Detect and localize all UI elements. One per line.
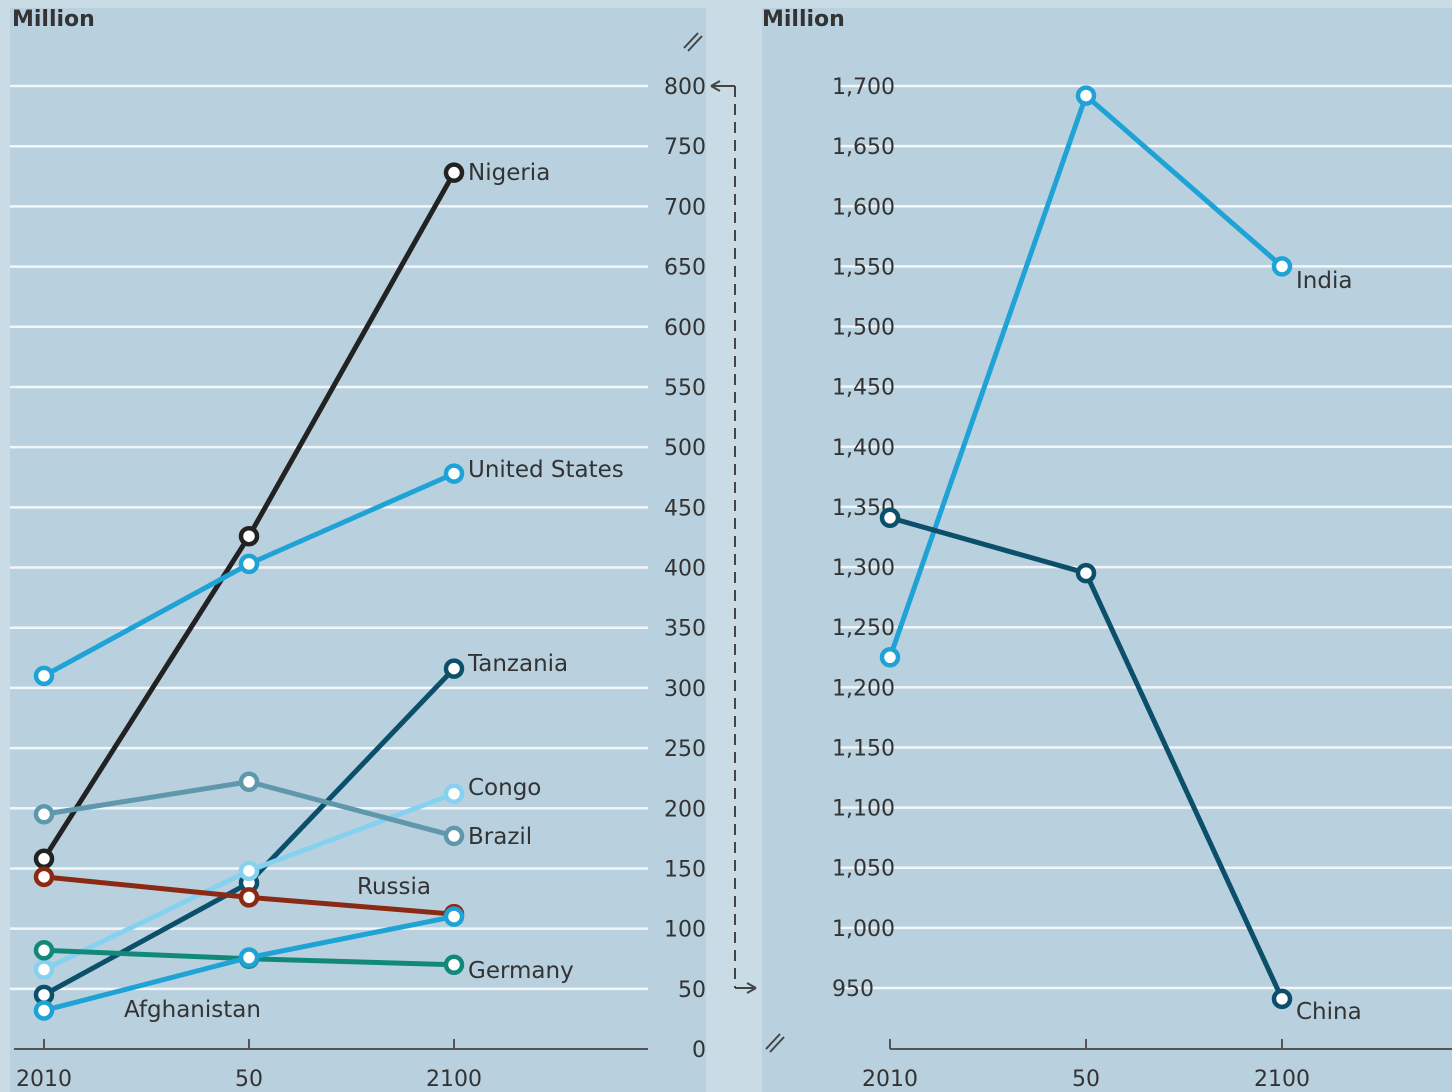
data-point-russia <box>33 866 55 888</box>
right-y-tick-label: 1,200 <box>832 676 895 701</box>
data-point-germany <box>443 954 465 975</box>
series-nigeria: Nigeria <box>33 160 550 870</box>
series-india: India <box>879 85 1352 668</box>
series-united-states: United States <box>33 457 624 687</box>
data-point-nigeria <box>443 162 465 183</box>
data-point-germany <box>33 940 55 961</box>
right-y-tick-label: 1,650 <box>832 135 895 160</box>
left-y-tick-label: 50 <box>678 978 706 1003</box>
series-brazil: Brazil <box>33 771 532 850</box>
right-y-tick-label: 1,400 <box>832 436 895 461</box>
left-y-tick-label: 0 <box>692 1038 706 1063</box>
left-y-tick-labels: 0 50 100 150 200 250 300 350 400 450 500 550 600 650 7… <box>664 75 706 1063</box>
left-unit-label: Million <box>12 7 95 32</box>
right-y-tick-label: 1,500 <box>832 316 895 341</box>
right-y-tick-label: 1,600 <box>832 195 895 220</box>
data-point-congo <box>443 783 465 805</box>
right-plot-background <box>762 8 1452 1092</box>
left-y-tick-label: 550 <box>664 376 706 401</box>
series-label-afghanistan: Afghanistan <box>124 997 261 1023</box>
left-y-tick-label: 300 <box>664 677 706 702</box>
right-x-tick-label: 2100 <box>1254 1067 1310 1092</box>
right-series-layer: India China <box>879 85 1362 1025</box>
series-afghanistan: Afghanistan <box>33 906 465 1023</box>
data-point-nigeria <box>33 848 55 870</box>
series-label-germany: Germany <box>468 958 574 984</box>
right-x-tick-label: 2010 <box>862 1067 918 1092</box>
series-label-tanzania: Tanzania <box>467 651 568 677</box>
data-point-russia <box>238 887 260 908</box>
series-label-united-states: United States <box>468 457 624 483</box>
left-y-tick-label: 100 <box>664 918 706 943</box>
data-point-india <box>1271 256 1293 277</box>
series-china: China <box>879 507 1362 1025</box>
right-y-tick-label: 1,550 <box>832 255 895 280</box>
data-point-india <box>1075 85 1097 106</box>
data-point-congo <box>238 860 260 882</box>
data-point-nigeria <box>238 525 260 547</box>
series-russia: Russia <box>33 866 465 925</box>
left-y-tick-label: 250 <box>664 737 706 762</box>
right-y-tick-label: 950 <box>832 977 874 1002</box>
series-label-china: China <box>1296 999 1362 1025</box>
left-y-tick-label: 600 <box>664 316 706 341</box>
data-point-brazil <box>33 804 55 825</box>
series-label-congo: Congo <box>468 775 541 801</box>
left-y-tick-label: 150 <box>664 857 706 882</box>
data-point-china <box>1271 988 1293 1010</box>
data-point-afghanistan <box>238 947 260 968</box>
data-point-united-states <box>238 553 260 575</box>
data-point-congo <box>33 959 55 980</box>
left-y-tick-label: 800 <box>664 75 706 100</box>
left-series-layer: Nigeria United States Tanzania Congo Brazil R… <box>33 160 624 1023</box>
right-unit-label: Million <box>762 7 845 32</box>
right-y-tick-label: 1,300 <box>832 556 895 581</box>
left-y-tick-label: 200 <box>664 797 706 822</box>
series-label-russia: Russia <box>357 874 431 900</box>
data-point-united-states <box>33 665 55 687</box>
right-x-tick-label: 50 <box>1072 1067 1100 1092</box>
left-plot-background <box>10 8 706 1092</box>
left-x-tick-label: 2100 <box>426 1067 482 1092</box>
left-y-tick-label: 400 <box>664 557 706 582</box>
right-y-tick-label: 1,100 <box>832 797 895 822</box>
right-x-axis: 2010 50 2100 <box>862 1039 1452 1092</box>
right-y-tick-label: 1,050 <box>832 857 895 882</box>
left-y-tick-label: 450 <box>664 496 706 521</box>
axis-break-connector <box>710 80 757 994</box>
left-y-tick-label: 750 <box>664 135 706 160</box>
data-point-china <box>879 507 901 529</box>
data-point-brazil <box>238 771 260 793</box>
left-y-tick-label: 500 <box>664 436 706 461</box>
left-x-axis: 2010 50 2100 <box>14 1039 648 1092</box>
right-y-tick-label: 1,250 <box>832 616 895 641</box>
right-y-tick-label: 1,450 <box>832 376 895 401</box>
axis-break-mark-right <box>765 1033 785 1053</box>
data-point-china <box>1075 562 1097 584</box>
right-y-tick-label: 1,150 <box>832 736 895 761</box>
data-point-afghanistan <box>443 906 465 927</box>
left-y-tick-label: 650 <box>664 256 706 281</box>
right-y-tick-labels: 950 1,000 1,050 1,100 1,150 1,200 1,250 1,300 1,… <box>832 75 895 1002</box>
left-x-tick-label: 50 <box>235 1067 263 1092</box>
left-y-tick-label: 350 <box>664 617 706 642</box>
data-point-brazil <box>443 825 465 847</box>
right-y-tick-label: 1,000 <box>832 917 895 942</box>
axis-break-mark-left <box>683 32 703 52</box>
series-label-india: India <box>1296 268 1352 294</box>
data-point-india <box>879 647 901 668</box>
data-point-united-states <box>443 463 465 484</box>
series-label-brazil: Brazil <box>468 824 532 850</box>
left-y-tick-label: 700 <box>664 195 706 220</box>
data-point-tanzania <box>443 658 465 679</box>
series-label-nigeria: Nigeria <box>468 160 550 186</box>
right-y-tick-label: 1,700 <box>832 75 895 100</box>
data-point-afghanistan <box>33 1000 55 1021</box>
left-x-tick-label: 2010 <box>16 1067 72 1092</box>
series-tanzania: Tanzania <box>33 651 568 1006</box>
